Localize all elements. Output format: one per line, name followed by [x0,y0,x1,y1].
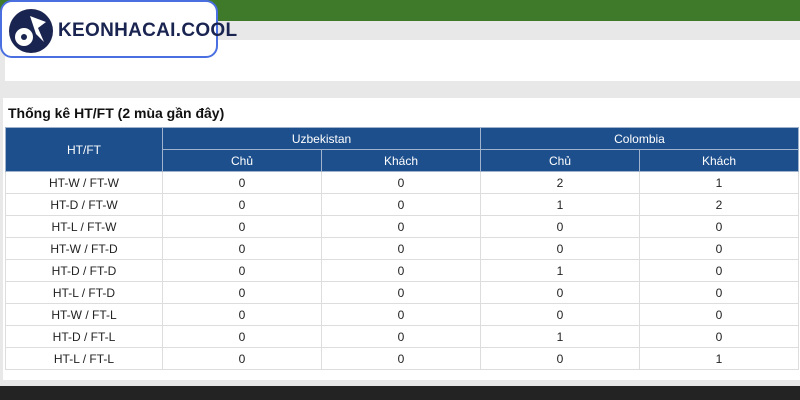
cell: 1 [639,171,799,194]
cell: 0 [639,303,799,326]
cell: 0 [480,347,640,370]
table-row: HT-W / FT-D 0 0 0 0 [5,237,799,260]
logo[interactable]: KEONHACAI.COOL [0,0,237,58]
cell: 0 [480,215,640,238]
row-label: HT-W / FT-W [5,171,163,194]
cell: 0 [321,281,481,304]
table-row: HT-D / FT-D 0 0 1 0 [5,259,799,282]
row-label: HT-W / FT-D [5,237,163,260]
table-row: HT-L / FT-L 0 0 0 1 [5,347,799,370]
cell: 0 [321,215,481,238]
logo-text: KEONHACAI.COOL [58,20,238,41]
cell: 0 [321,237,481,260]
section-title: Thống kê HT/FT (2 mùa gần đây) [8,105,225,121]
cell: 0 [639,281,799,304]
cell: 0 [480,303,640,326]
row-label: HT-D / FT-D [5,259,163,282]
cell: 0 [162,281,322,304]
corner-header: HT/FT [5,127,163,172]
team-header: Colombia [480,127,799,150]
cell: 1 [480,325,640,348]
cell: 0 [162,215,322,238]
cell: 0 [639,259,799,282]
cell: 0 [321,325,481,348]
cell: 0 [321,259,481,282]
cell: 2 [639,193,799,216]
row-label: HT-D / FT-L [5,325,163,348]
stats-table: HT/FT Uzbekistan Colombia Chủ Khách Chủ Khá… [5,127,799,370]
cell: 0 [162,171,322,194]
cell: 0 [162,347,322,370]
cell: 0 [162,325,322,348]
row-label: HT-L / FT-L [5,347,163,370]
row-label: HT-L / FT-W [5,215,163,238]
sub-header: Chủ [162,149,322,172]
logo-icon [9,9,53,53]
row-label: HT-L / FT-D [5,281,163,304]
cell: 0 [321,347,481,370]
sub-header: Khách [321,149,481,172]
table-row: HT-D / FT-W 0 0 1 2 [5,193,799,216]
cell: 0 [162,259,322,282]
table-row: HT-L / FT-D 0 0 0 0 [5,281,799,304]
table-row: HT-W / FT-W 0 0 2 1 [5,171,799,194]
cell: 0 [639,325,799,348]
cell: 0 [480,281,640,304]
footer-bar [0,386,800,400]
table-row: HT-W / FT-L 0 0 0 0 [5,303,799,326]
cell: 1 [480,193,640,216]
cell: 0 [321,303,481,326]
cell: 0 [162,193,322,216]
sub-header: Khách [639,149,799,172]
cell: 1 [639,347,799,370]
cell: 0 [321,171,481,194]
cell: 0 [480,237,640,260]
table-row: HT-D / FT-L 0 0 1 0 [5,325,799,348]
row-label: HT-W / FT-L [5,303,163,326]
table-row: HT-L / FT-W 0 0 0 0 [5,215,799,238]
cell: 0 [162,303,322,326]
sub-header: Chủ [480,149,640,172]
cell: 0 [321,193,481,216]
cell: 1 [480,259,640,282]
cell: 0 [639,237,799,260]
row-label: HT-D / FT-W [5,193,163,216]
team-header: Uzbekistan [162,127,481,150]
cell: 0 [162,237,322,260]
cell: 0 [639,215,799,238]
cell: 2 [480,171,640,194]
